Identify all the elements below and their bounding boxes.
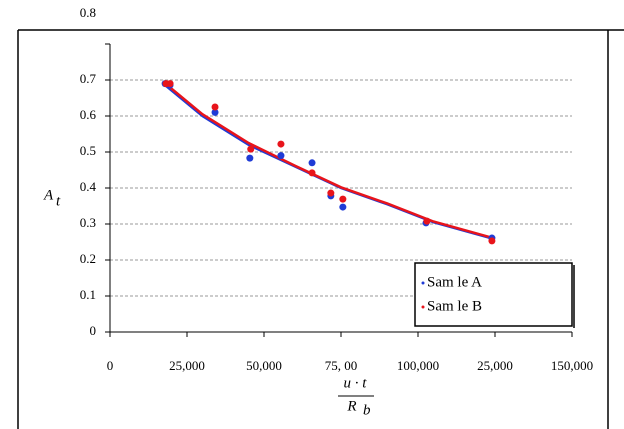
x-tick-label: 25,000 (477, 358, 513, 373)
x-tick-label: 0 (107, 358, 114, 373)
point (277, 152, 285, 160)
y-label-sub: t (56, 193, 61, 209)
point (308, 159, 316, 167)
point (339, 203, 347, 211)
legend-box (414, 262, 573, 327)
point (246, 154, 254, 162)
point (166, 80, 174, 88)
y-label: A (43, 187, 54, 203)
point (277, 140, 285, 148)
x-label-numerator: u · t (344, 375, 368, 391)
point (327, 189, 335, 197)
x-tick-label: 100,000 (397, 358, 439, 373)
point (488, 237, 496, 245)
y-tick-label: 0.3 (80, 215, 96, 230)
x-label-denominator: R (346, 398, 356, 414)
x-tick-label: 25,000 (169, 358, 205, 373)
y-tick-label: 0.7 (80, 71, 97, 86)
legend-label: Sam le B (427, 298, 482, 314)
point (308, 169, 316, 177)
legend-label: Sam le A (427, 274, 482, 290)
point (247, 145, 255, 153)
x-tick-label: 50,000 (246, 358, 282, 373)
legend-marker (421, 281, 425, 285)
point (339, 195, 347, 203)
x-tick-label: 150,000 (551, 358, 593, 373)
legend-marker (421, 305, 425, 309)
point (211, 103, 219, 111)
y-tick-label: 0.2 (80, 251, 96, 266)
y-tick-label: 0.5 (80, 143, 96, 158)
point (423, 217, 431, 225)
x-tick-label: 75, 00 (325, 358, 358, 373)
y-tick-label: 0.4 (80, 179, 97, 194)
y-tick-label: 0 (90, 323, 97, 338)
y-tick-label: 0.8 (80, 5, 96, 20)
y-tick-label: 0.6 (80, 107, 97, 122)
y-tick-label: 0.1 (80, 287, 96, 302)
point (211, 108, 219, 116)
x-label-denominator-sub: b (363, 402, 371, 418)
